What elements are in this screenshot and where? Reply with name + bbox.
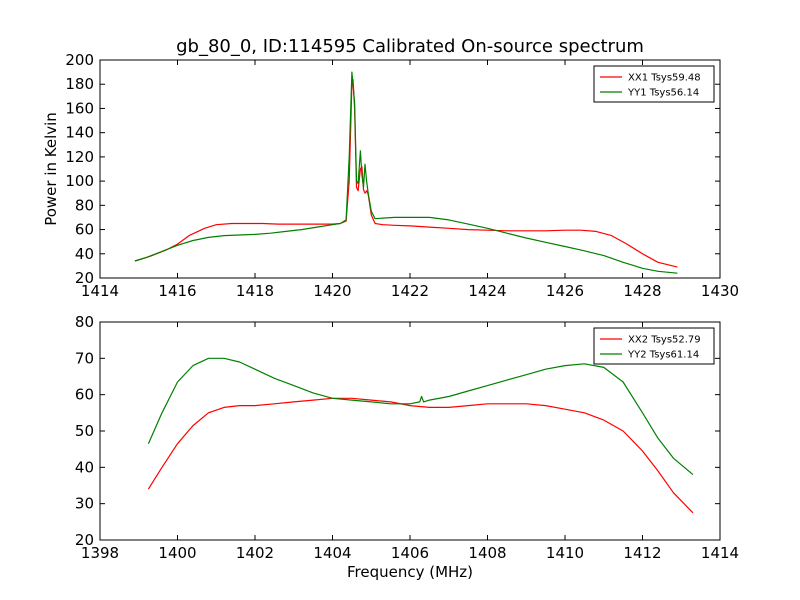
y-tick-label: 200 xyxy=(65,51,94,69)
x-tick-label: 1420 xyxy=(313,282,351,300)
legend-entry: YY1 Tsys56.14 xyxy=(627,88,699,99)
y-tick-label: 60 xyxy=(75,386,94,404)
x-tick-label: 1410 xyxy=(546,544,584,562)
y-axis-label: Power in Kelvin xyxy=(42,112,60,226)
series-line-2-1 xyxy=(147,397,694,514)
y-tick-label: 160 xyxy=(65,99,94,117)
y-tick-label: 180 xyxy=(65,75,94,93)
x-tick-label: 1406 xyxy=(391,544,429,562)
x-tick-label: 1402 xyxy=(236,544,274,562)
legend-entry: XX2 Tsys52.79 xyxy=(628,335,701,346)
x-tick-label: 1426 xyxy=(546,282,584,300)
y-tick-label: 30 xyxy=(75,495,94,513)
y-tick-label: 20 xyxy=(75,269,94,287)
chart-title: gb_80_0, ID:114595 Calibrated On-source … xyxy=(176,36,644,57)
x-tick-label: 1404 xyxy=(313,544,351,562)
y-tick-label: 100 xyxy=(65,172,94,190)
y-tick-label: 140 xyxy=(65,124,94,142)
y-tick-label: 70 xyxy=(75,349,94,367)
x-tick-label: 1400 xyxy=(158,544,196,562)
x-tick-label: 1424 xyxy=(468,282,506,300)
y-tick-label: 60 xyxy=(75,221,94,239)
series-line-2-2 xyxy=(147,357,694,476)
legend: XX1 Tsys59.48 YY1 Tsys56.14 xyxy=(593,65,715,103)
legend-box xyxy=(593,65,715,103)
x-tick-label: 1408 xyxy=(468,544,506,562)
x-tick-label: 1422 xyxy=(391,282,429,300)
legend-box xyxy=(593,327,715,365)
series-line-1-2 xyxy=(134,71,678,274)
x-tick-label: 1414 xyxy=(81,282,119,300)
x-tick-label: 1428 xyxy=(623,282,661,300)
y-tick-label: 50 xyxy=(75,422,94,440)
x-axis-label: Frequency (MHz) xyxy=(347,563,473,581)
legend-entry: YY2 Tsys61.14 xyxy=(627,350,699,361)
legend: XX2 Tsys52.79 YY2 Tsys61.14 xyxy=(593,327,715,365)
y-tick-label: 40 xyxy=(75,458,94,476)
x-tick-label: 1414 xyxy=(701,544,739,562)
series-line-1-1 xyxy=(134,78,678,268)
x-tick-label: 1412 xyxy=(623,544,661,562)
y-tick-label: 80 xyxy=(75,313,94,331)
y-tick-label: 40 xyxy=(75,245,94,263)
legend-entry: XX1 Tsys59.48 xyxy=(628,73,701,84)
x-tick-label: 1418 xyxy=(236,282,274,300)
y-tick-label: 120 xyxy=(65,148,94,166)
y-tick-label: 80 xyxy=(75,196,94,214)
x-tick-label: 1398 xyxy=(81,544,119,562)
x-tick-label: 1430 xyxy=(701,282,739,300)
y-tick-label: 20 xyxy=(75,531,94,549)
subplot-2: 1398 1400 1402 1404 1406 1408 1410 1412 1414 20 30… xyxy=(75,313,739,581)
subplot-1: 1414 1416 1418 1420 1422 1424 1426 1428 1430 20 40… xyxy=(42,36,739,300)
x-tick-label: 1416 xyxy=(158,282,196,300)
